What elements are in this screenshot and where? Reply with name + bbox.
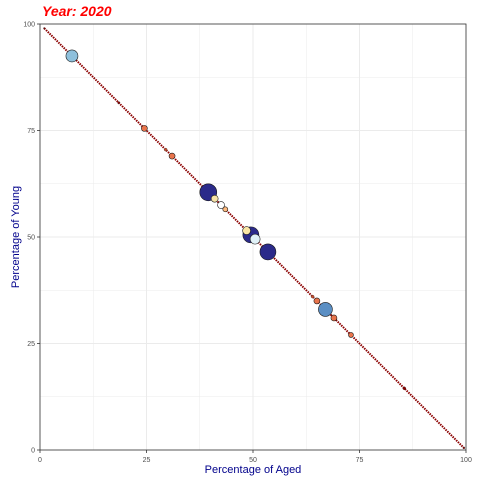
data-point-5 <box>168 152 176 160</box>
data-points <box>43 27 466 450</box>
data-point-2 <box>117 101 121 105</box>
trend-line <box>43 27 465 449</box>
y-tick-label-0: 0 <box>31 448 35 455</box>
y-tick-label-1: 25 <box>27 341 35 348</box>
chart-title: Year: 2020 <box>42 3 112 19</box>
data-point-7 <box>210 194 219 203</box>
data-point-18 <box>348 332 354 338</box>
y-tick-label-2: 50 <box>27 235 35 242</box>
x-tick-label-0: 0 <box>38 457 42 464</box>
data-point-3 <box>141 125 148 132</box>
data-point-17 <box>330 314 338 322</box>
data-point-10 <box>242 226 251 235</box>
x-tick-label-1: 25 <box>143 457 151 464</box>
data-point-20 <box>462 446 466 450</box>
y-axis-title: Percentage of Young <box>10 186 22 288</box>
data-point-0 <box>43 27 46 30</box>
y-tick-label-4: 100 <box>23 22 35 29</box>
data-point-9 <box>222 206 229 213</box>
data-point-16 <box>318 302 333 317</box>
data-point-4 <box>164 148 168 152</box>
data-point-1 <box>65 49 79 63</box>
data-point-13 <box>259 243 277 261</box>
y-tick-label-3: 75 <box>27 128 35 135</box>
data-point-14 <box>310 294 315 299</box>
data-point-15 <box>313 297 321 305</box>
data-point-19 <box>402 386 406 390</box>
x-axis-title: Percentage of Aged <box>205 464 302 476</box>
x-tick-label-2: 50 <box>249 457 257 464</box>
data-point-8 <box>217 201 225 209</box>
trend-line-layer <box>43 27 465 449</box>
data-point-12 <box>249 233 261 245</box>
x-tick-label-4: 100 <box>460 457 472 464</box>
axis-ticks: 0 25 50 75 100 0 25 50 75 100 <box>23 22 472 465</box>
x-tick-label-3: 75 <box>356 457 364 464</box>
